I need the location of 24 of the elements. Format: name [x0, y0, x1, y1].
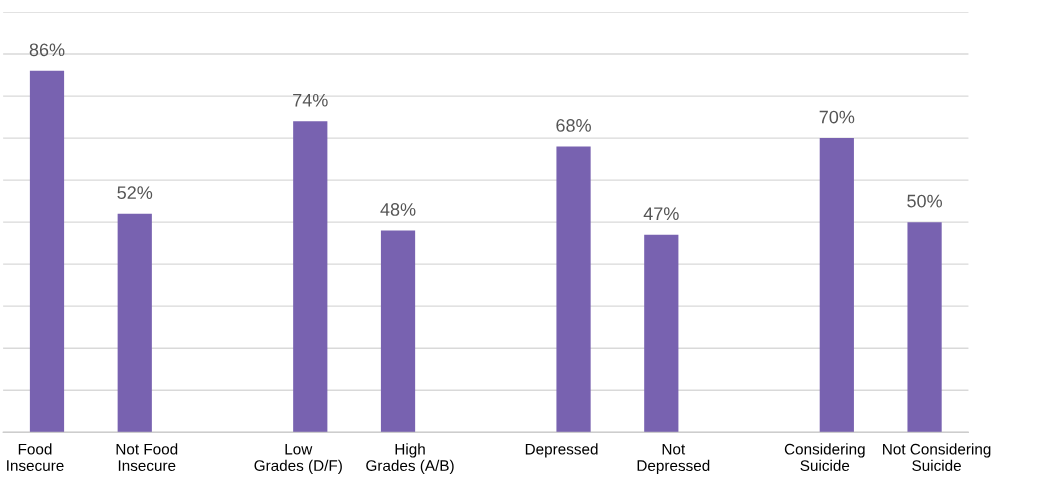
bar — [380, 230, 416, 433]
data-label: 50% — [907, 194, 942, 208]
x-tick-label: Not Depressed — [637, 443, 710, 475]
x-tick-label: Depressed — [525, 443, 598, 458]
x-tick-label: High Grades (A/B) — [366, 443, 454, 475]
data-label: 52% — [117, 186, 153, 200]
bar — [29, 70, 65, 433]
bar — [556, 146, 591, 433]
bar — [819, 138, 854, 433]
data-label: 47% — [643, 207, 679, 220]
data-label: 86% — [29, 43, 65, 57]
x-tick-label: Considering Suicide — [784, 443, 865, 472]
bar — [117, 213, 152, 433]
data-label: 74% — [293, 93, 328, 107]
bar — [644, 234, 679, 433]
bar — [907, 222, 942, 433]
data-label: 48% — [380, 203, 416, 216]
x-tick-label: Not Considering Suicide — [883, 443, 991, 472]
data-label: 70% — [819, 110, 855, 124]
data-label: 68% — [556, 119, 591, 132]
x-tick-label: Low Grades (D/F) — [254, 443, 342, 475]
bar — [293, 121, 328, 433]
x-tick-label: Food Insecure — [7, 443, 64, 472]
x-tick-label: Not Food Insecure — [116, 443, 178, 472]
